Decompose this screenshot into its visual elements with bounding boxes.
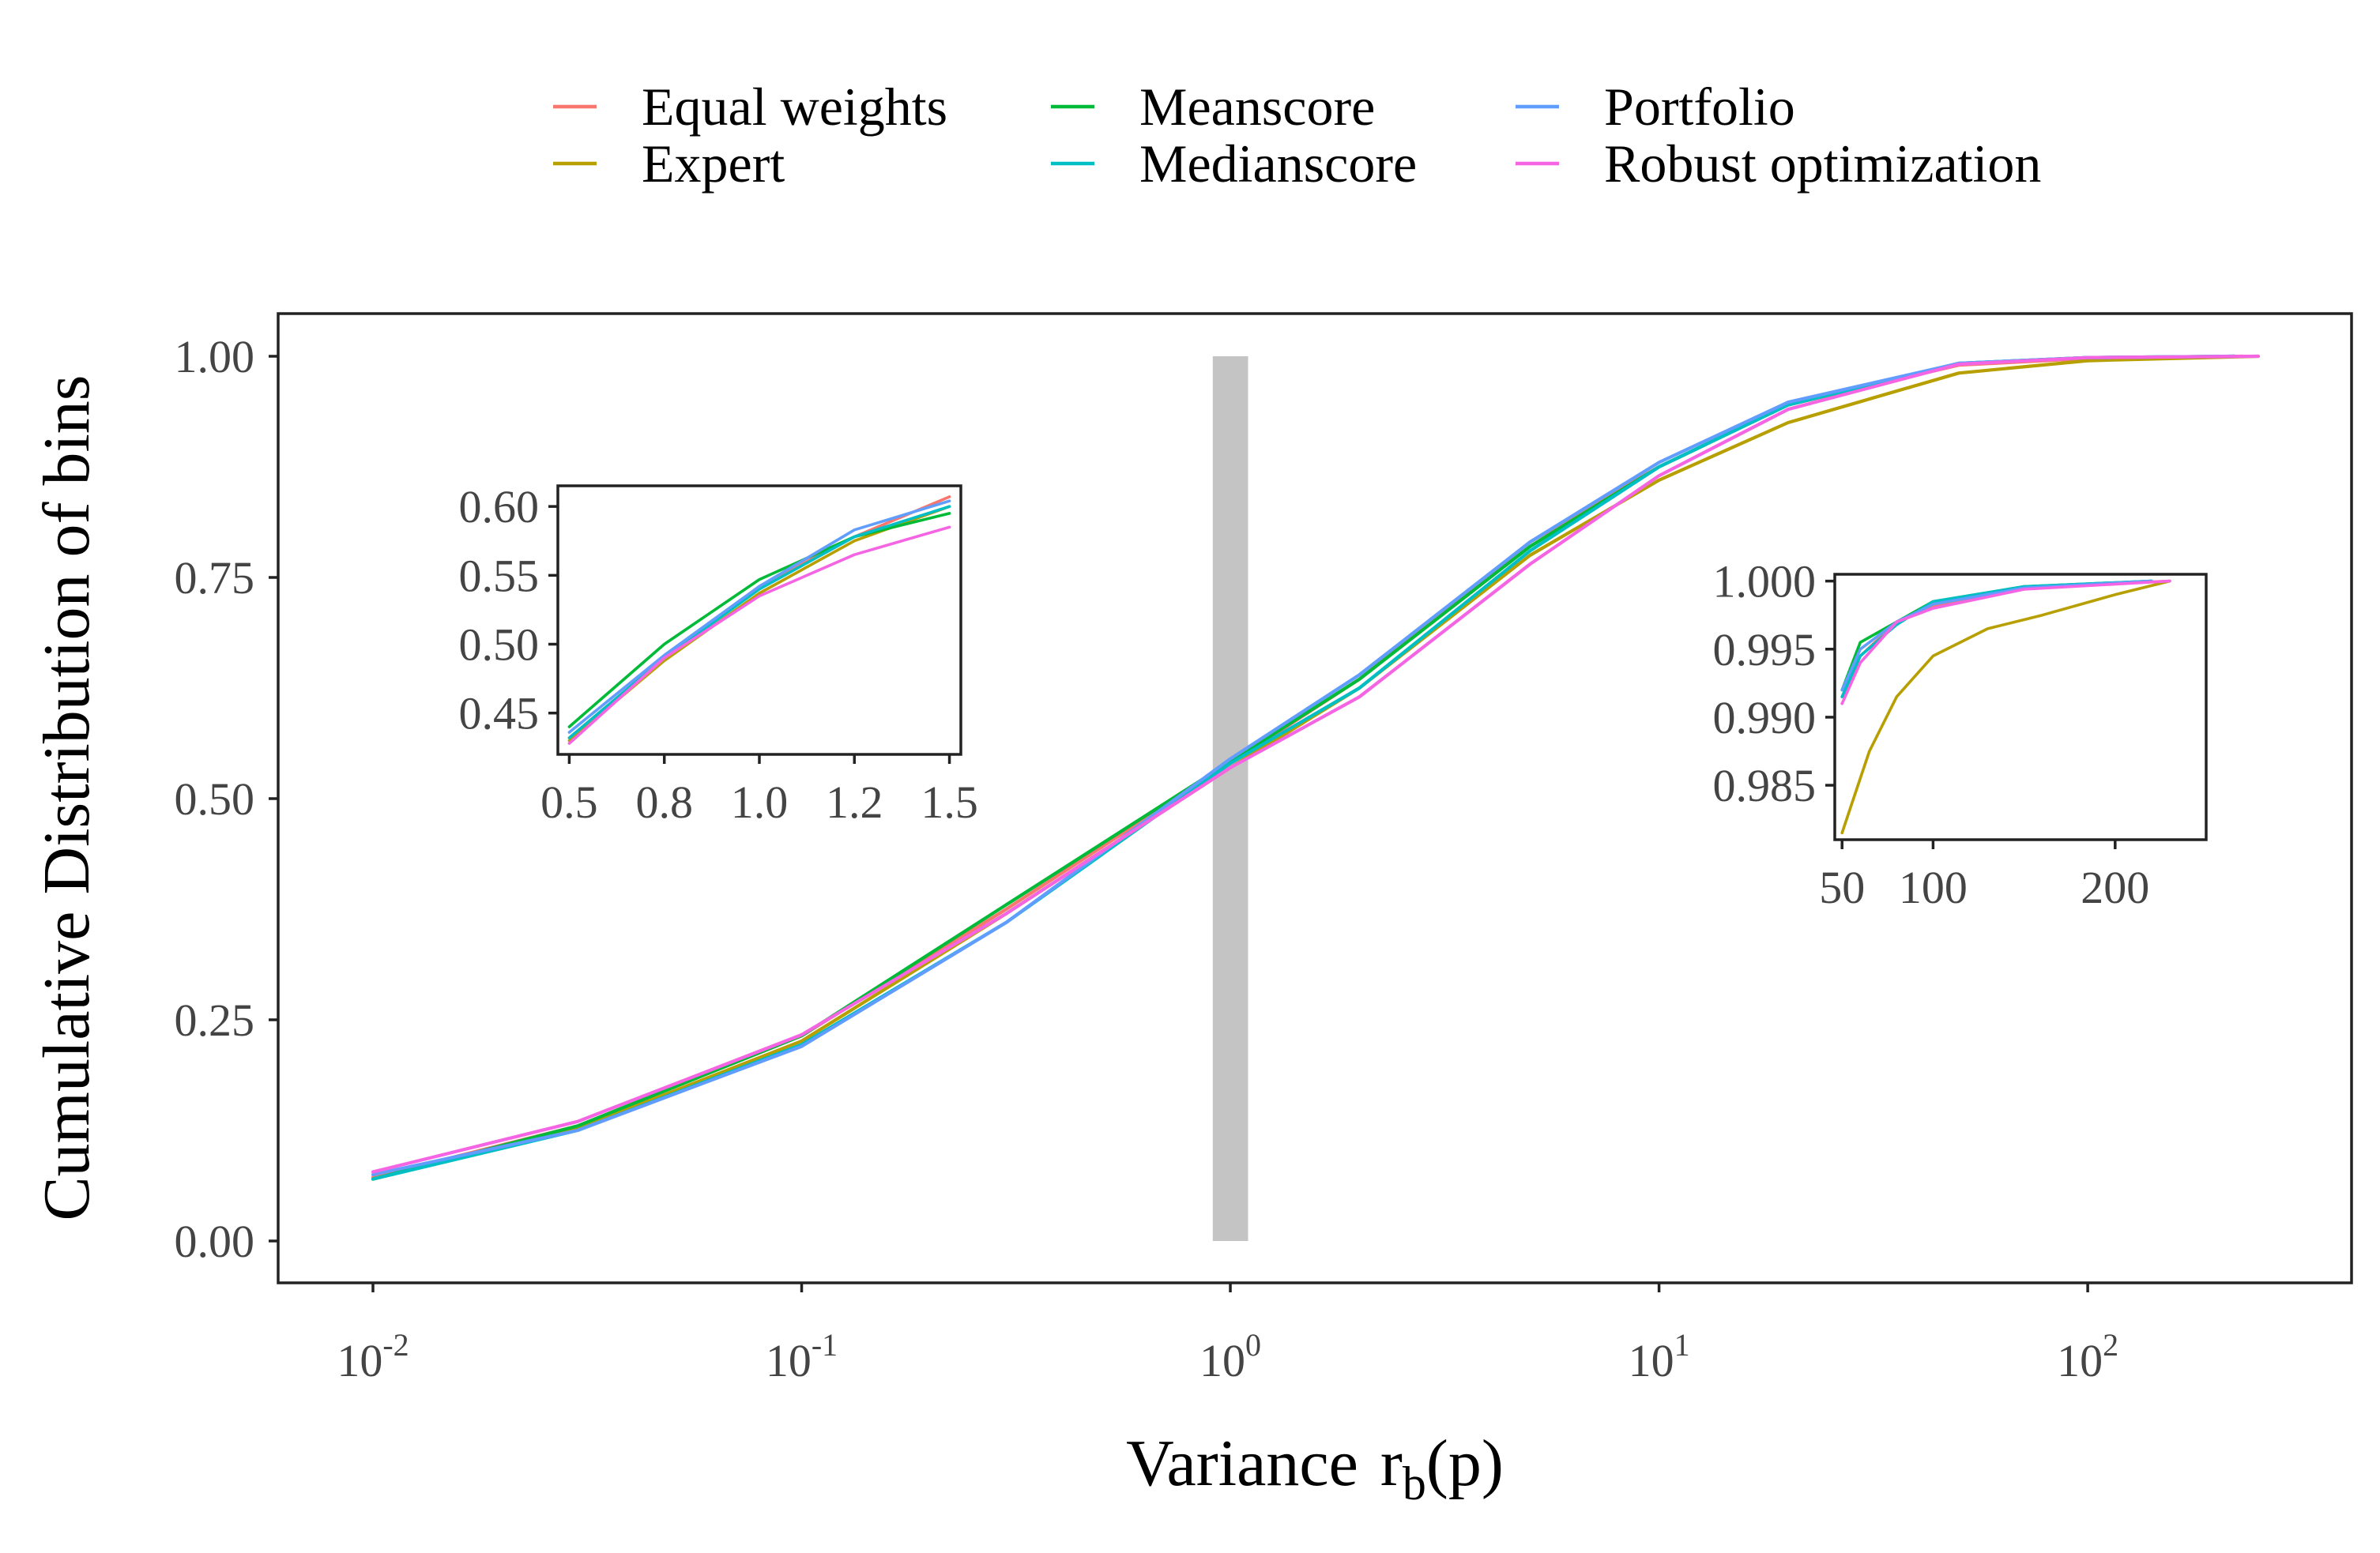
inset-right-background [1835, 574, 2206, 840]
inset-left-x-tick-label: 0.8 [635, 776, 693, 828]
y-tick-label: 0.75 [175, 552, 255, 604]
inset-right-x-tick-label: 100 [1899, 862, 1968, 913]
legend-item-medianscore[interactable]: Medianscore [1051, 133, 1417, 194]
inset-right-x-tick-label: 50 [1819, 862, 1865, 913]
x-tick-label: 102 [2057, 1327, 2118, 1386]
legend-label-portfolio: Portfolio [1604, 77, 1795, 137]
inset-left-background [558, 486, 961, 754]
inset-right-series-line-expert [1840, 579, 2171, 835]
legend-item-portfolio[interactable]: Portfolio [1516, 77, 1795, 137]
inset-right-frame [1833, 573, 2208, 841]
x-axis-title-tail: (p) [1426, 1427, 1504, 1500]
x-tick-label: 101 [1629, 1327, 1690, 1386]
legend-label-robust-optimization: Robust optimization [1604, 133, 2041, 194]
inset-right-y-tick-label: 1.000 [1713, 556, 1817, 607]
inset-left-x-axis: 0.5 0.8 1.0 1.2 1.5 [540, 754, 978, 828]
inset-left-y-tick-label: 0.45 [459, 688, 540, 739]
inset-left-series-line-robust-optimization [567, 525, 951, 745]
y-axis-title: Cumulative Distribution of bins [30, 375, 104, 1221]
inset-left-x-tick-label: 1.2 [826, 776, 883, 828]
inset-left-series-line-meanscore [567, 512, 951, 728]
inset-left-y-tick-label: 0.50 [459, 619, 540, 671]
legend-item-meanscore[interactable]: Meanscore [1051, 77, 1375, 137]
y-tick-label: 0.25 [175, 995, 255, 1046]
main-series-group [371, 354, 2261, 1181]
inset-left-panel: 0.45 0.50 0.55 0.60 0.5 0.8 1.0 1.2 1.5 [459, 481, 978, 828]
main-x-axis: 10-2 10-1 100 101 102 [337, 1283, 2118, 1386]
highlight-band [1212, 356, 1248, 1241]
x-axis-title-symbol: r [1380, 1427, 1403, 1500]
legend-label-expert: Expert [642, 133, 785, 194]
legend-item-robust-optimization[interactable]: Robust optimization [1516, 133, 2041, 194]
y-tick-label: 1.00 [175, 331, 255, 382]
y-tick-label: 0.00 [175, 1216, 255, 1267]
main-y-axis: 0.00 0.25 0.50 0.75 1.00 [175, 331, 278, 1267]
series-line-expert [371, 354, 2261, 1181]
inset-left-y-axis: 0.45 0.50 0.55 0.60 [459, 481, 558, 739]
inset-left-series-group [567, 495, 951, 745]
inset-right-x-axis: 50 100 200 [1819, 840, 2149, 913]
x-axis-title: Variance rb(p) [1126, 1427, 1504, 1510]
inset-right-series-line-robust-optimization [1840, 579, 2171, 705]
inset-right-y-tick-label: 0.990 [1713, 692, 1817, 743]
x-tick-label: 10-2 [337, 1327, 409, 1386]
x-axis-title-main: Variance [1126, 1427, 1358, 1500]
legend-label-equal-weights: Equal weights [642, 77, 947, 137]
inset-left-series-line-portfolio [567, 499, 951, 734]
x-tick-label: 10-1 [766, 1327, 838, 1386]
x-tick-label: 100 [1199, 1327, 1261, 1386]
inset-left-x-tick-label: 0.5 [540, 776, 598, 828]
inset-right-y-axis: 0.985 0.990 0.995 1.000 [1713, 556, 1835, 811]
inset-left-x-tick-label: 1.5 [921, 776, 978, 828]
y-tick-label: 0.50 [175, 773, 255, 825]
inset-right-x-tick-label: 200 [2081, 862, 2149, 913]
inset-left-y-tick-label: 0.55 [459, 550, 540, 601]
main-plot-panel: 0.00 0.25 0.50 0.75 1.00 10-2 10-1 100 101 102 [175, 312, 2353, 1386]
inset-right-panel: 0.985 0.990 0.995 1.000 50 100 200 [1713, 556, 2208, 913]
legend: Equal weights Expert Meanscore Mediansco… [553, 77, 2041, 194]
inset-left-y-tick-label: 0.60 [459, 481, 540, 532]
inset-right-series-group [1840, 579, 2171, 835]
inset-right-y-tick-label: 0.995 [1713, 624, 1817, 675]
legend-item-equal-weights[interactable]: Equal weights [553, 77, 947, 137]
legend-label-meanscore: Meanscore [1139, 77, 1375, 137]
x-axis-title-subscript: b [1403, 1457, 1426, 1510]
inset-right-y-tick-label: 0.985 [1713, 760, 1817, 811]
inset-left-x-tick-label: 1.0 [731, 776, 789, 828]
legend-label-medianscore: Medianscore [1139, 133, 1417, 194]
legend-item-expert[interactable]: Expert [553, 133, 785, 194]
series-line-robust-optimization [371, 354, 2261, 1174]
